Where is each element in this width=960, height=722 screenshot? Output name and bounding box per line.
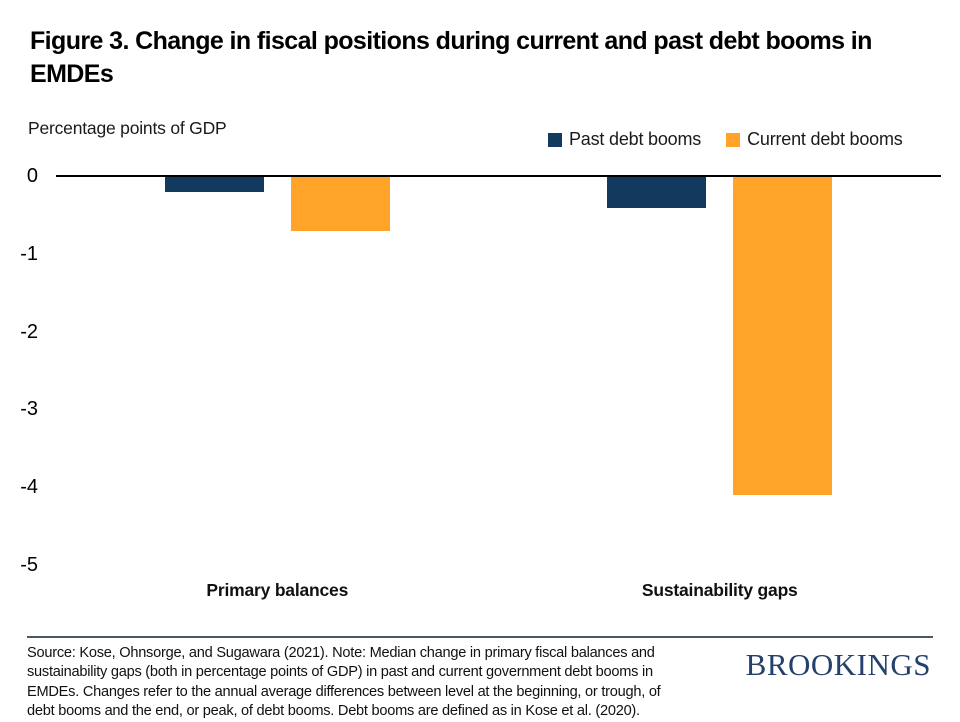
legend-swatch-past-debt-booms: [548, 132, 562, 147]
legend-item-current-debt-booms: Current debt booms: [726, 129, 903, 150]
y-axis-tick-label: 0: [26, 165, 38, 187]
y-axis-tick-label: -1: [20, 242, 38, 265]
y-axis-tick-label: -3: [20, 398, 38, 421]
brookings-logo: BROOKINGS: [745, 647, 931, 682]
y-axis-unit-label: Percentage points of GDP: [28, 118, 227, 138]
source-note-line-3: EMDEs. Changes refer to the annual avera…: [27, 683, 661, 700]
source-note-line-2: sustainability gaps (both in percentage …: [27, 664, 653, 681]
legend-label-current-debt-booms: Current debt booms: [747, 129, 903, 149]
legend-label-past-debt-booms: Past debt booms: [569, 129, 702, 149]
y-axis-tick-label: -4: [20, 476, 38, 499]
figure-title: Figure 3. Change in fiscal positions dur…: [30, 25, 945, 91]
source-note: Source: Kose, Ohnsorge, and Sugawara (20…: [27, 644, 727, 722]
bar-past-debt-booms-primary-balances: [164, 176, 264, 193]
y-axis-tick-label: -5: [20, 554, 38, 576]
legend-swatch-current-debt-booms: [726, 132, 741, 147]
chart-legend: Past debt booms Current debt booms: [548, 129, 903, 150]
footer-divider: [27, 636, 933, 638]
bar-current-debt-booms-primary-balances: [290, 176, 390, 231]
source-note-line-1: Source: Kose, Ohnsorge, and Sugawara (20…: [27, 645, 655, 661]
bar-past-debt-booms-sustainability-gaps: [607, 176, 707, 208]
figure-title-line-2: EMDEs: [30, 60, 114, 88]
category-label-primary-balances: Primary balances: [206, 580, 349, 600]
zero-axis-line: [56, 175, 941, 177]
source-note-line-4: debt booms and the end, or peak, of debt…: [27, 703, 640, 720]
legend-item-past-debt-booms: Past debt booms: [548, 129, 701, 150]
category-label-sustainability-gaps: Sustainability gaps: [641, 580, 798, 600]
figure-title-line-1: Figure 3. Change in fiscal positions dur…: [30, 27, 872, 55]
y-axis-tick-label: -2: [20, 320, 38, 343]
bar-current-debt-booms-sustainability-gaps: [733, 176, 833, 496]
